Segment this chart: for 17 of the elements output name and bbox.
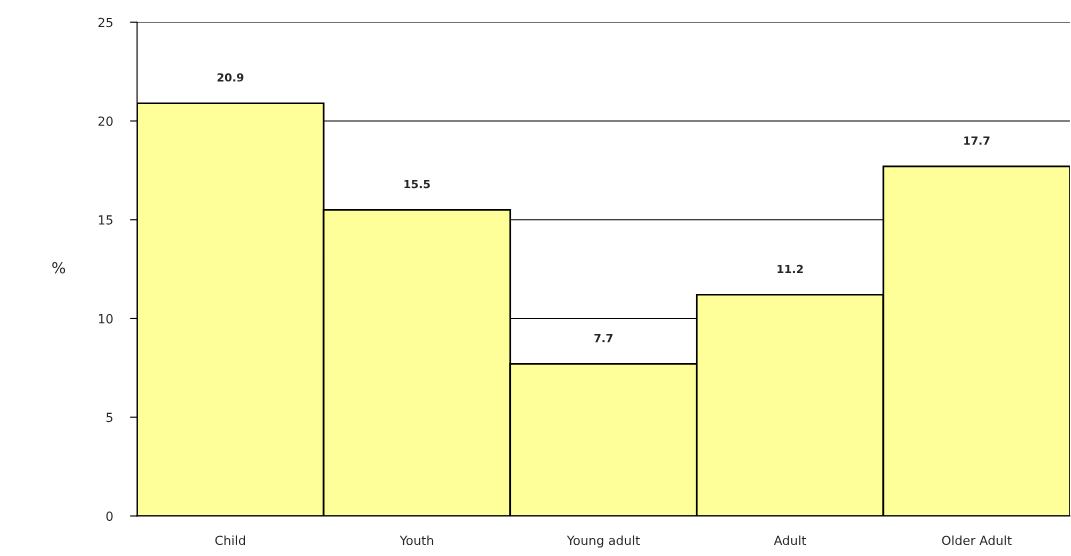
data-label: 15.5 <box>404 180 430 189</box>
x-tick-label: Young adult <box>566 535 640 548</box>
y-axis-title: % <box>52 261 66 274</box>
y-tick-label: 20 <box>98 116 113 126</box>
y-tick-label: 25 <box>98 17 113 28</box>
data-label: 17.7 <box>964 136 990 145</box>
data-label: 20.9 <box>217 73 244 82</box>
x-tick-label: Child <box>215 535 245 546</box>
x-tick-label: Youth <box>399 535 434 546</box>
x-tick-label: Older Adult <box>942 535 1012 546</box>
data-label: 7.7 <box>594 334 613 343</box>
y-tick-label: 5 <box>106 412 113 423</box>
x-tick-label: Adult <box>773 535 807 546</box>
y-tick-label: 10 <box>98 313 113 324</box>
y-tick-label: 15 <box>98 215 113 225</box>
data-label: 11.2 <box>777 264 803 274</box>
y-tick-label: 0 <box>106 511 113 521</box>
